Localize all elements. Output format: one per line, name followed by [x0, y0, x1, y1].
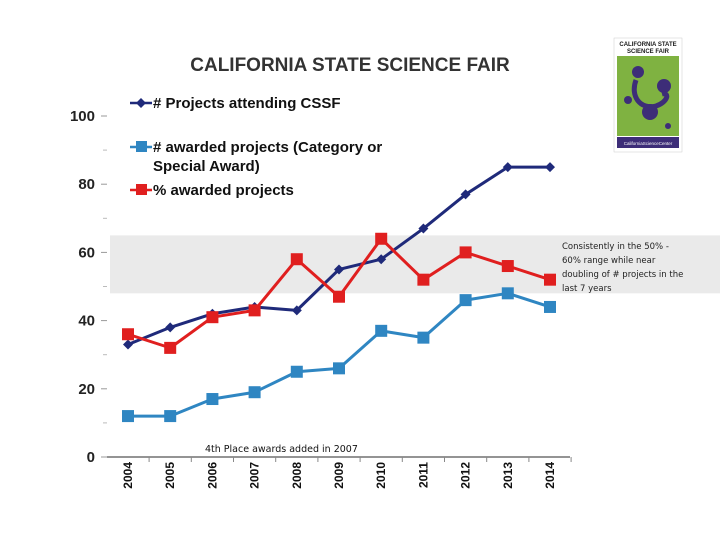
bottom-annotation: 4th Place awards added in 2007 [205, 444, 358, 455]
band-note-line: 60% range while near [562, 256, 656, 266]
legend-marker-diamond [136, 98, 146, 108]
data-point [459, 246, 472, 259]
data-point [123, 339, 133, 350]
data-point [290, 365, 303, 378]
series-2 [122, 232, 556, 354]
x-tick-label: 2009 [332, 462, 346, 489]
logo-line2: SCIENCE FAIR [627, 49, 670, 55]
data-point [418, 223, 429, 234]
data-point [460, 189, 471, 200]
x-axis: 2004 2005 2006 2007 2008 2009 2010 2011 2012 2013… [107, 456, 572, 489]
band-note-line: doubling of # projects in the [562, 270, 683, 280]
y-axis: 0 20 40 60 80 100 [70, 108, 107, 466]
data-point [501, 287, 514, 300]
data-point [544, 273, 556, 286]
data-point [122, 410, 134, 423]
data-point [459, 294, 472, 307]
data-point [248, 304, 261, 317]
legend-label-percent: % awarded projects [153, 182, 294, 199]
data-point [248, 386, 261, 399]
y-tick-label: 100 [70, 108, 95, 125]
legend-label-projects: # Projects attending CSSF [153, 95, 341, 112]
legend-item-awarded: # awarded projects (Category or Special … [130, 139, 386, 175]
x-tick-label: 2004 [121, 462, 135, 489]
data-point [501, 260, 514, 273]
data-point [206, 393, 219, 406]
data-point [375, 324, 388, 337]
y-tick-label: 60 [78, 244, 95, 261]
series-1 [122, 287, 556, 423]
data-point [291, 305, 302, 316]
data-point [545, 162, 555, 173]
data-point [417, 331, 430, 344]
x-tick-label: 2006 [205, 462, 219, 489]
y-tick-label: 40 [78, 313, 95, 330]
x-tick-label: 2008 [290, 462, 304, 489]
data-point [290, 253, 303, 266]
series-layer [122, 162, 556, 423]
legend-marker-square-red [136, 184, 147, 195]
legend-marker-square-blue [136, 141, 147, 152]
legend-item-percent: % awarded projects [130, 182, 294, 199]
x-tick-label: 2013 [501, 462, 515, 489]
data-point [375, 232, 388, 245]
data-point [333, 290, 345, 303]
chart-title: CALIFORNIA STATE SCIENCE FAIR [190, 55, 510, 76]
x-tick-label: 2012 [459, 462, 473, 489]
data-point [502, 162, 513, 173]
data-point [164, 410, 177, 423]
science-fair-logo: CALIFORNIA STATE SCIENCE FAIR California… [613, 37, 683, 153]
x-tick-label: 2010 [374, 462, 388, 489]
band-note-line: last 7 years [562, 284, 612, 294]
data-point [333, 362, 345, 375]
data-point [206, 311, 219, 324]
legend-item-projects: # Projects attending CSSF [130, 95, 341, 112]
data-point [376, 254, 387, 265]
legend-label-awarded: # awarded projects (Category or Special … [153, 139, 386, 175]
data-point [164, 341, 177, 354]
data-point [544, 300, 556, 313]
x-tick-label: 2014 [543, 462, 557, 489]
molecule-icon [624, 66, 671, 129]
band-note-line: Consistently in the 50% - [562, 242, 669, 252]
band-annotation: Consistently in the 50% - 60% range while… [562, 242, 683, 294]
logo-org: CaliforniaScienceCenter [624, 141, 673, 146]
x-tick-label: 2007 [248, 462, 262, 489]
data-point [165, 322, 176, 333]
highlight-band [110, 235, 720, 294]
y-tick-label: 80 [78, 176, 95, 193]
x-tick-label: 2005 [163, 462, 177, 489]
series-line [128, 291, 551, 418]
data-point [334, 264, 344, 275]
x-tick-label: 2011 [416, 462, 430, 488]
y-tick-label: 20 [78, 381, 95, 398]
legend: # Projects attending CSSF # awarded proj… [130, 95, 386, 199]
data-point [122, 328, 134, 341]
logo-line1: CALIFORNIA STATE [619, 42, 676, 48]
data-point [417, 273, 430, 286]
y-tick-label: 0 [87, 449, 95, 466]
